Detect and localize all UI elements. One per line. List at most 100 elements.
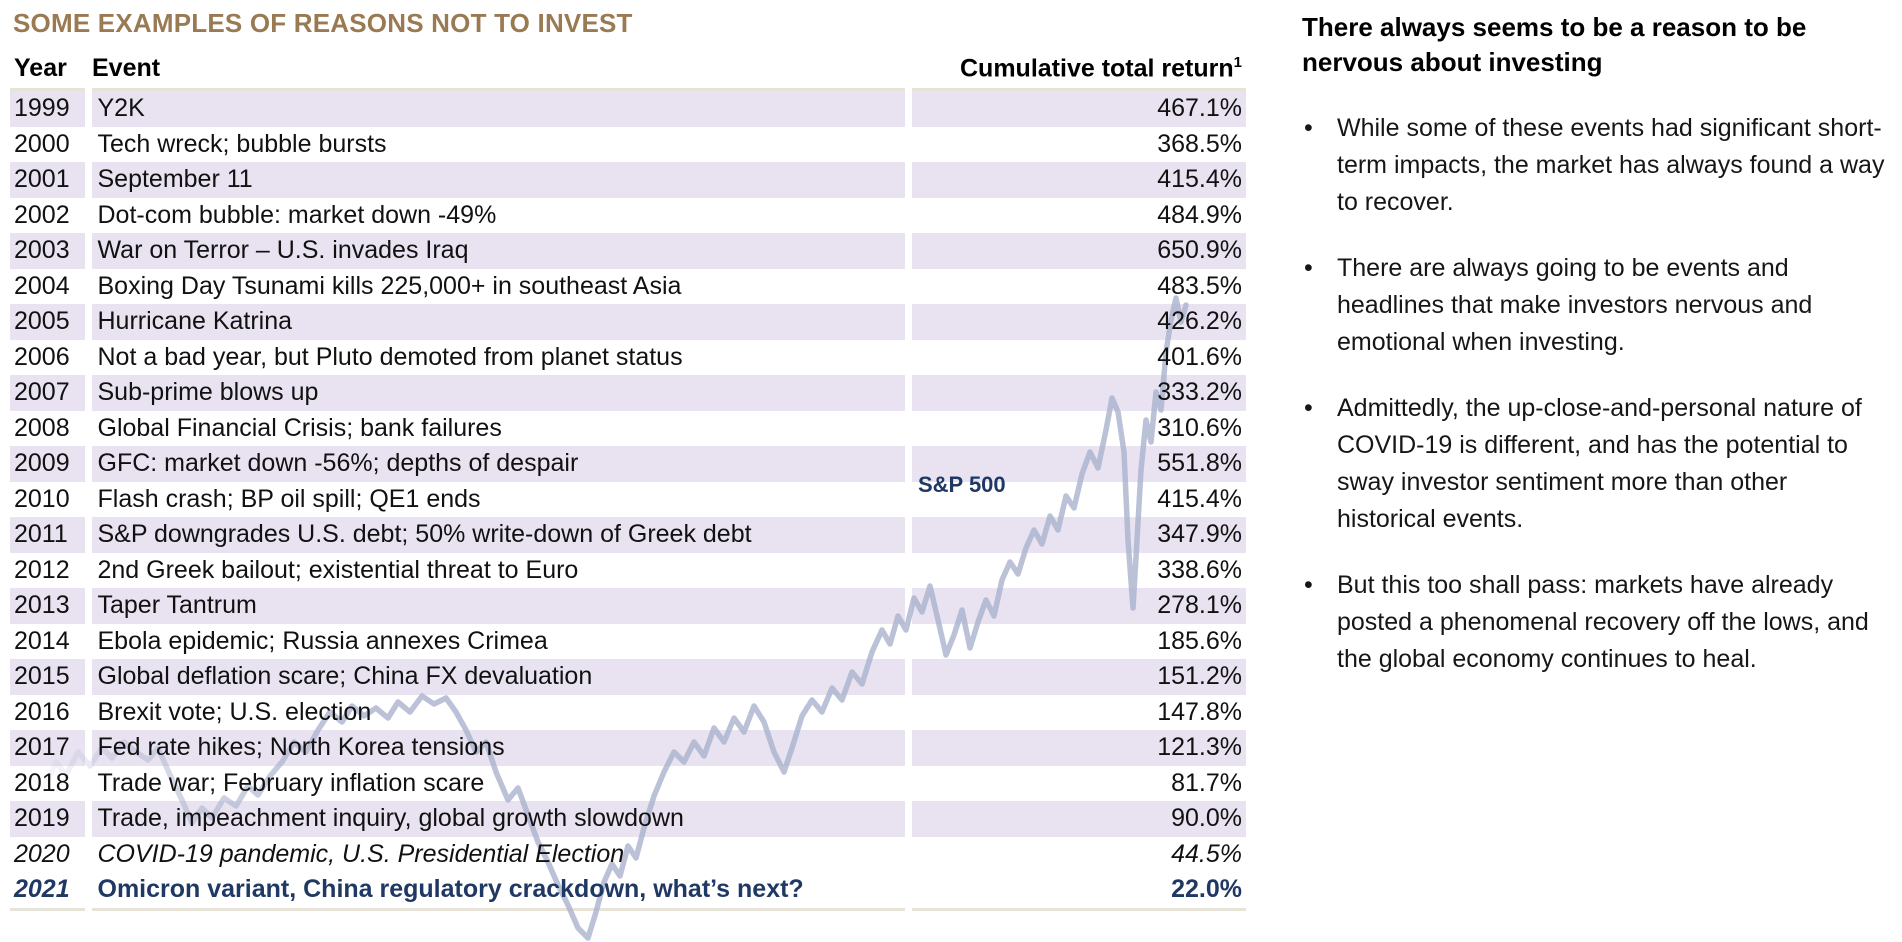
event-cell: Ebola epidemic; Russia annexes Crimea — [84, 623, 908, 659]
table-row: 2006 Not a bad year, but Pluto demoted fr… — [10, 339, 1246, 375]
table-row: 2005 Hurricane Katrina 426.2% — [10, 304, 1246, 340]
table-row: 2012 2nd Greek bailout; existential threa… — [10, 552, 1246, 588]
list-item: Admittedly, the up-close-and-personal na… — [1302, 390, 1892, 538]
events-table-area: Year Event Cumulative total return1 1999… — [10, 52, 1246, 911]
return-cell: 147.8% — [904, 694, 1246, 730]
bullet-list: While some of these events had significa… — [1302, 110, 1888, 678]
event-cell: S&P downgrades U.S. debt; 50% write-down… — [84, 517, 908, 553]
return-cell: 415.4% — [904, 162, 1246, 198]
page-title: SOME EXAMPLES OF REASONS NOT TO INVEST — [13, 8, 633, 38]
table-row: 2002 Dot-com bubble: market down -49% 484.… — [10, 197, 1246, 233]
table-row: 2010 Flash crash; BP oil spill; QE1 ends 4… — [10, 481, 1246, 517]
table-row: 2007 Sub-prime blows up 333.2% — [10, 375, 1246, 411]
event-cell: Boxing Day Tsunami kills 225,000+ in sou… — [84, 268, 908, 304]
table-row: 2020 COVID-19 pandemic, U.S. Presidential… — [10, 836, 1246, 872]
event-cell: Hurricane Katrina — [84, 304, 908, 340]
return-cell: 368.5% — [904, 126, 1246, 162]
event-cell: Trade war; February inflation scare — [84, 765, 908, 801]
year-cell: 2002 — [14, 200, 70, 229]
year-cell: 2000 — [14, 129, 70, 158]
table-header-row: Year Event Cumulative total return1 — [10, 52, 1246, 90]
year-cell: 2011 — [10, 517, 88, 553]
footnote-marker: 1 — [1233, 53, 1242, 71]
return-cell: 347.9% — [904, 517, 1246, 553]
list-item: There are always going to be events and … — [1302, 250, 1892, 361]
return-cell: 483.5% — [904, 268, 1246, 304]
event-cell: Sub-prime blows up — [84, 375, 908, 411]
events-table: Year Event Cumulative total return1 1999… — [10, 52, 1246, 911]
year-cell: 2015 — [10, 659, 88, 695]
year-cell: 2003 — [10, 233, 88, 269]
year-cell: 2014 — [14, 626, 70, 655]
col-header-return-label: Cumulative total return — [960, 54, 1234, 82]
event-cell: Dot-com bubble: market down -49% — [84, 197, 908, 233]
table-row: 2003 War on Terror – U.S. invades Iraq 650… — [10, 233, 1246, 269]
col-header-event: Event — [92, 54, 161, 82]
year-cell: 2004 — [14, 271, 70, 300]
event-cell: 2nd Greek bailout; existential threat to… — [84, 552, 908, 588]
event-cell: Global deflation scare; China FX devalua… — [84, 659, 908, 695]
return-cell: 333.2% — [904, 375, 1246, 411]
year-cell: 2008 — [14, 413, 70, 442]
return-cell: 81.7% — [904, 765, 1246, 801]
return-cell: 484.9% — [904, 197, 1246, 233]
return-cell: 650.9% — [904, 233, 1246, 269]
event-cell: Y2K — [84, 88, 908, 127]
list-item: While some of these events had significa… — [1302, 110, 1892, 221]
table-row: 1999 Y2K 467.1% — [10, 88, 1246, 127]
event-cell: War on Terror – U.S. invades Iraq — [84, 233, 908, 269]
table-row: 2000 Tech wreck; bubble bursts 368.5% — [10, 126, 1246, 162]
year-cell: 2013 — [10, 588, 88, 624]
event-cell: Trade, impeachment inquiry, global growt… — [84, 801, 908, 837]
col-header-return: Cumulative total return1 — [908, 52, 1246, 90]
return-cell: 426.2% — [904, 304, 1246, 340]
table-row: 2011 S&P downgrades U.S. debt; 50% write-… — [10, 517, 1246, 553]
event-cell: September 11 — [84, 162, 908, 198]
table-row: 2016 Brexit vote; U.S. election 147.8% — [10, 694, 1246, 730]
table-row: 2015 Global deflation scare; China FX dev… — [10, 659, 1246, 695]
event-cell: Taper Tantrum — [84, 588, 908, 624]
table-row: 2013 Taper Tantrum 278.1% — [10, 588, 1246, 624]
year-cell: 2012 — [14, 555, 70, 584]
commentary-panel: There always seems to be a reason to be … — [1302, 10, 1888, 707]
return-cell: 401.6% — [904, 339, 1246, 375]
year-cell: 2016 — [14, 697, 70, 726]
year-cell: 2005 — [10, 304, 88, 340]
table-row: 2001 September 11 415.4% — [10, 162, 1246, 198]
year-cell: 2006 — [14, 342, 70, 371]
year-cell: 2001 — [10, 162, 88, 198]
return-cell: 185.6% — [904, 623, 1246, 659]
event-cell: Tech wreck; bubble bursts — [84, 126, 908, 162]
table-row: 2018 Trade war; February inflation scare 8… — [10, 765, 1246, 801]
return-cell: 467.1% — [904, 88, 1246, 127]
year-cell: 2009 — [10, 446, 88, 482]
event-cell: Brexit vote; U.S. election — [84, 694, 908, 730]
commentary-heading: There always seems to be a reason to be … — [1302, 12, 1807, 77]
year-cell: 2017 — [10, 730, 88, 766]
col-header-year: Year — [14, 54, 67, 82]
table-row: 2008 Global Financial Crisis; bank failur… — [10, 410, 1246, 446]
sp500-label: S&P 500 — [918, 472, 1006, 497]
table-row: 2019 Trade, impeachment inquiry, global g… — [10, 801, 1246, 837]
table-row: 2017 Fed rate hikes; North Korea tensions… — [10, 730, 1246, 766]
return-cell: 121.3% — [904, 730, 1246, 766]
table-row: 2014 Ebola epidemic; Russia annexes Crime… — [10, 623, 1246, 659]
event-cell: Omicron variant, China regulatory crackd… — [84, 872, 908, 911]
return-cell: 278.1% — [904, 588, 1246, 624]
return-cell: 310.6% — [904, 410, 1246, 446]
return-cell: 22.0% — [904, 872, 1246, 911]
year-cell: 2019 — [10, 801, 88, 837]
table-row: 2009 GFC: market down -56%; depths of des… — [10, 446, 1246, 482]
event-cell: Global Financial Crisis; bank failures — [84, 410, 908, 446]
year-cell: 2021 — [10, 872, 88, 911]
year-cell: 2007 — [10, 375, 88, 411]
table-row: 2004 Boxing Day Tsunami kills 225,000+ in… — [10, 268, 1246, 304]
event-cell: Flash crash; BP oil spill; QE1 ends — [84, 481, 908, 517]
return-cell: 151.2% — [904, 659, 1246, 695]
year-cell: 2010 — [14, 484, 70, 513]
list-item: But this too shall pass: markets have al… — [1302, 567, 1892, 678]
event-cell: GFC: market down -56%; depths of despair — [84, 446, 908, 482]
return-cell: 44.5% — [904, 836, 1246, 872]
year-cell: 2020 — [14, 839, 70, 868]
